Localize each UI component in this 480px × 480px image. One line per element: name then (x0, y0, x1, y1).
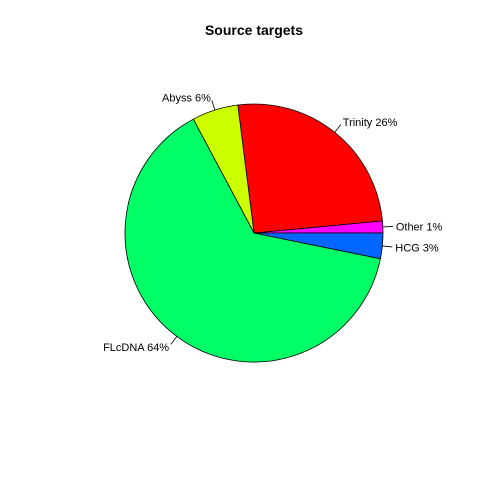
pie-labels: Other 1% Trinity 26% Abyss 6% FLcDNA 64% HCG… (103, 93, 442, 354)
leader-line-flcdna (170, 336, 178, 345)
leader-line-trinity (334, 124, 342, 133)
pie-slices (124, 103, 384, 363)
slice-label-hcg: HCG 3% (395, 242, 439, 254)
leader-line-abyss (211, 100, 216, 111)
slice-label-flcdna: FLcDNA 64% (103, 342, 169, 354)
pie-slice-trinity (237, 103, 383, 234)
pie-slice-flcdna (124, 118, 381, 363)
leader-line-hcg (382, 245, 393, 248)
slice-label-trinity: Trinity 26% (343, 117, 398, 129)
pie-slice-hcg (253, 232, 384, 260)
slice-label-abyss: Abyss 6% (162, 93, 211, 105)
chart-title: Source targets (205, 22, 303, 38)
slice-label-other: Other 1% (396, 221, 443, 233)
